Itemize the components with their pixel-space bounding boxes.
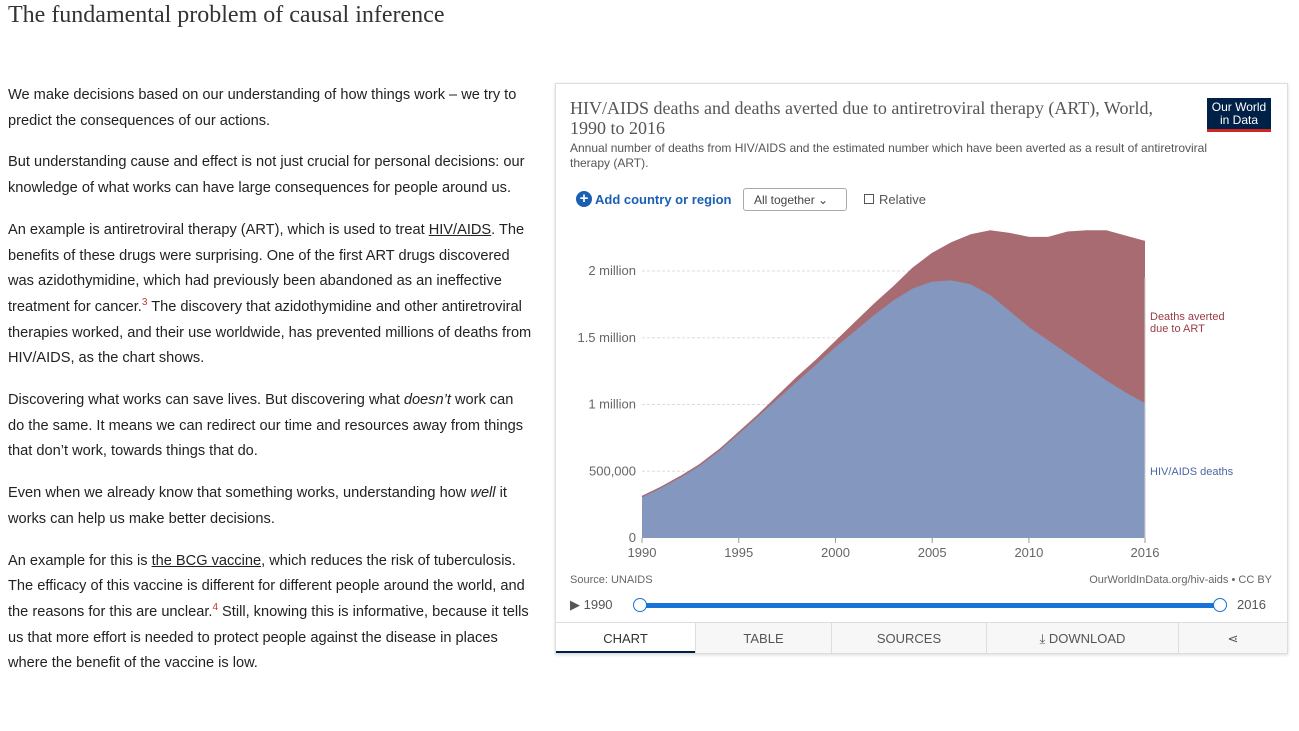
y-tick-label: 2 million <box>588 263 636 278</box>
logo-text: in Data <box>1219 113 1259 127</box>
link[interactable]: HIV/AIDS <box>428 221 492 238</box>
y-tick-label: 0 <box>629 530 636 545</box>
play[interactable]: ▶ 1990 <box>570 597 613 612</box>
label: Relative <box>879 192 926 207</box>
footnote[interactable]: 4 <box>212 602 218 614</box>
text: We make decisions based on our understan… <box>8 87 517 129</box>
chart: 0 500,000 1 million 1.5 million 2 million 199… <box>577 230 1160 560</box>
chart-card: 0 500,000 1 million 1.5 million 2 million 199… <box>555 83 1288 654</box>
area-fill <box>642 280 1145 538</box>
text: Still, knowing this is informative, beca… <box>8 603 529 672</box>
x-tick-label: 1995 <box>724 545 753 560</box>
footnote[interactable]: 3 <box>141 297 148 309</box>
tab[interactable]: SOURCES <box>831 622 986 653</box>
paragraph: An example is antiretroviral therapy (AR… <box>8 218 533 372</box>
y-tick-label: 1 million <box>588 397 636 412</box>
label: All together <box>754 193 815 207</box>
y-tick-label: 1.5 million <box>577 330 636 345</box>
text: An example is antiretroviral therapy (AR… <box>8 221 429 238</box>
paragraph: An example for this is the BCG vaccine, … <box>8 549 533 678</box>
chart-title: HIV/AIDS deaths and deaths averted due t… <box>570 98 1153 138</box>
label: DOWNLOAD <box>1048 631 1126 646</box>
x-tick-label: 2005 <box>918 545 947 560</box>
timeline-handle[interactable] <box>633 598 647 612</box>
source: Source: UNAIDS <box>570 574 653 586</box>
x-tick-label: 1990 <box>628 545 657 560</box>
text: The discovery that azidothymidine and ot… <box>8 298 532 367</box>
timeline-end: 2016 <box>1237 597 1266 612</box>
chart-subtitle: Annual number of deaths from HIV/AIDS an… <box>570 141 1208 170</box>
text: An example for this is <box>8 552 152 569</box>
add-country[interactable]: + Add country or region <box>576 191 732 207</box>
y-tick-label: 500,000 <box>589 463 636 478</box>
emphasis: well <box>470 485 496 502</box>
area-fill <box>642 230 1145 497</box>
paragraph: Even when we already know that something… <box>8 481 533 532</box>
series-label: Deaths averted due to ART <box>1150 311 1225 335</box>
article-body: We make decisions based on our understan… <box>8 83 533 693</box>
tab[interactable]: ⤓ DOWNLOAD <box>986 622 1178 653</box>
tab[interactable]: CHART <box>556 622 695 653</box>
series-label: HIV/AIDS deaths <box>1150 466 1234 478</box>
timeline-start: 1990 <box>583 597 613 612</box>
paragraph: But understanding cause and effect is no… <box>8 150 533 201</box>
checkbox <box>864 194 874 204</box>
text: , which reduces the risk of tuberculosis… <box>8 552 525 620</box>
timeline-handle[interactable] <box>1213 598 1227 612</box>
plus-icon: + <box>576 191 592 207</box>
paragraph: Discovering what works can save lives. B… <box>8 388 533 465</box>
logo-text: Our World <box>1211 100 1267 114</box>
text: . The benefits of these drugs were surpr… <box>8 221 525 315</box>
paragraph: We make decisions based on our understan… <box>8 83 533 134</box>
logo[interactable]: Our World in Data <box>1207 98 1271 132</box>
timeline-track[interactable] <box>640 603 1220 608</box>
x-tick-label: 2016 <box>1131 545 1160 560</box>
relative-toggle[interactable]: Relative <box>864 192 926 207</box>
link[interactable]: the BCG vaccine <box>151 552 262 569</box>
article-title: The fundamental problem of causal infere… <box>8 2 445 28</box>
area-edge <box>641 230 1146 498</box>
x-tick-label: 2000 <box>821 545 850 560</box>
text: it works can help us make better decisio… <box>8 485 507 527</box>
mode-select[interactable]: All together ⌄ <box>743 188 847 211</box>
url[interactable]: OurWorldInData.org/hiv-aids • CC BY <box>1089 574 1272 586</box>
tab[interactable]: TABLE <box>695 622 831 653</box>
text: work can do the same. It means we can re… <box>8 392 524 460</box>
share-tab[interactable]: ⋖ <box>1178 622 1287 653</box>
emphasis: doesn’t <box>403 392 451 409</box>
text: Discovering what works can save lives. B… <box>8 392 404 409</box>
text: Even when we already know that something… <box>8 485 471 502</box>
label: Add country or region <box>595 191 732 207</box>
text: But understanding cause and effect is no… <box>8 154 525 197</box>
x-tick-label: 2010 <box>1014 545 1043 560</box>
